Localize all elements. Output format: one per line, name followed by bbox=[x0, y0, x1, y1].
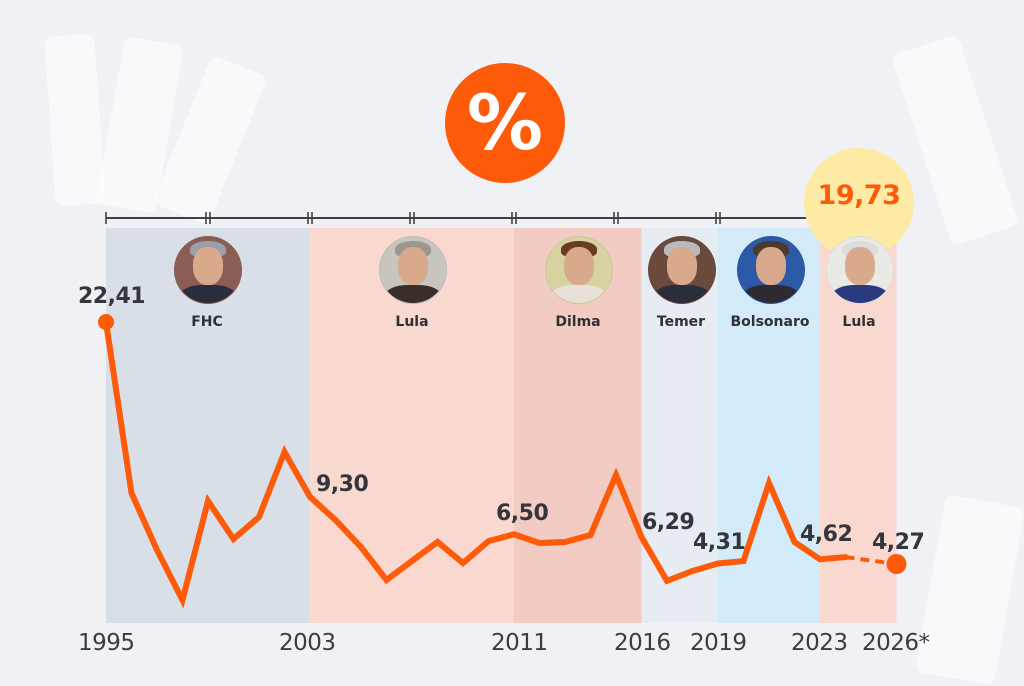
x-tick-2023: 2023 bbox=[791, 630, 848, 656]
period-label-fhc: FHC bbox=[147, 314, 267, 330]
period-label-dilma: Dilma bbox=[518, 314, 638, 330]
x-tick-2011: 2011 bbox=[491, 630, 548, 656]
period-timeline bbox=[106, 212, 897, 224]
portrait-dilma bbox=[545, 236, 613, 304]
portrait-fhc bbox=[174, 236, 242, 304]
period-label-lula-3: Lula bbox=[799, 314, 919, 330]
x-tick-1995: 1995 bbox=[78, 630, 135, 656]
data-label-2003: 9,30 bbox=[316, 472, 368, 497]
x-tick-2019: 2019 bbox=[690, 630, 747, 656]
portrait-bolsonaro bbox=[737, 236, 805, 304]
x-tick-2016: 2016 bbox=[614, 630, 671, 656]
period-label-lula: Lula bbox=[352, 314, 472, 330]
percent-badge: % bbox=[445, 63, 565, 183]
highlight-value: 19,73 bbox=[804, 180, 914, 211]
data-label-1995: 22,41 bbox=[78, 284, 145, 309]
portrait-temer bbox=[648, 236, 716, 304]
x-tick-2026: 2026* bbox=[862, 630, 930, 656]
data-label-2011: 6,50 bbox=[496, 501, 548, 526]
portrait-lula-3 bbox=[826, 236, 894, 304]
data-label-2023: 4,62 bbox=[800, 522, 852, 547]
percent-icon: % bbox=[467, 85, 543, 161]
x-tick-2003: 2003 bbox=[279, 630, 336, 656]
data-label-2026: 4,27 bbox=[872, 530, 924, 555]
portrait-lula bbox=[379, 236, 447, 304]
data-point-1995 bbox=[98, 314, 114, 330]
data-label-2016: 6,29 bbox=[642, 510, 694, 535]
data-point-2026 bbox=[887, 554, 907, 574]
data-label-2019: 4,31 bbox=[693, 530, 745, 555]
